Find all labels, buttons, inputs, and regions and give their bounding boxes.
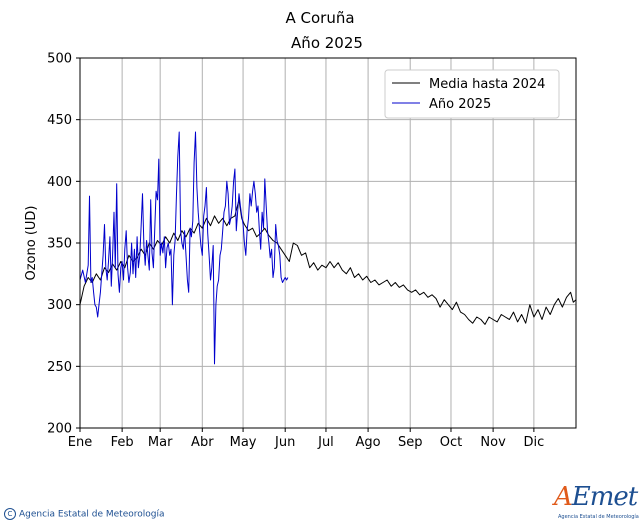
series-line-0	[79, 199, 577, 325]
x-tick-label: Jun	[274, 435, 295, 450]
credit-text: Agencia Estatal de Meteorología	[19, 509, 165, 520]
y-tick-label: 400	[47, 175, 72, 190]
aemet-logo: AEmet Agencia Estatal de Meteorología	[554, 482, 639, 524]
grid	[79, 57, 576, 429]
logo-wordmark: AEmet	[554, 482, 638, 512]
x-tick-label: Mar	[148, 435, 173, 450]
y-tick-label: 200	[47, 422, 72, 437]
y-axis: 200 250 300 350 400 450 500	[47, 52, 80, 437]
x-tick-label: Abr	[191, 435, 214, 450]
legend-label-1: Año 2025	[429, 97, 491, 112]
y-tick-label: 450	[47, 113, 72, 128]
copyright-icon: C	[4, 508, 16, 520]
x-tick-label: Oct	[440, 435, 462, 450]
y-tick-label: 250	[47, 360, 72, 375]
x-tick-label: Sep	[398, 435, 423, 450]
legend: Media hasta 2024 Año 2025	[384, 69, 560, 119]
x-tick-label: Ago	[356, 435, 381, 450]
series-layer	[79, 131, 577, 365]
x-tick-label: Ene	[68, 435, 92, 450]
y-tick-label: 300	[47, 298, 72, 313]
logo-subtitle: Agencia Estatal de Meteorología	[558, 514, 639, 520]
y-tick-label: 350	[47, 237, 72, 252]
x-tick-label: Dic	[523, 435, 544, 450]
credit: C Agencia Estatal de Meteorología	[4, 508, 165, 520]
y-tick-label: 500	[47, 52, 72, 67]
chart-title: A Coruña	[285, 9, 354, 27]
legend-label-0: Media hasta 2024	[429, 77, 545, 92]
series-line-1	[79, 131, 289, 365]
chart-subtitle: Año 2025	[291, 34, 363, 52]
x-tick-label: Jul	[317, 435, 334, 450]
x-tick-label: May	[230, 435, 257, 450]
y-axis-label: Ozono (UD)	[24, 205, 39, 280]
x-tick-label: Nov	[480, 435, 506, 450]
x-tick-label: Feb	[111, 435, 134, 450]
legend-box	[384, 69, 560, 119]
x-axis: Ene Feb Mar Abr May Jun Jul Ago Sep Oct Nov Dic	[68, 428, 544, 450]
